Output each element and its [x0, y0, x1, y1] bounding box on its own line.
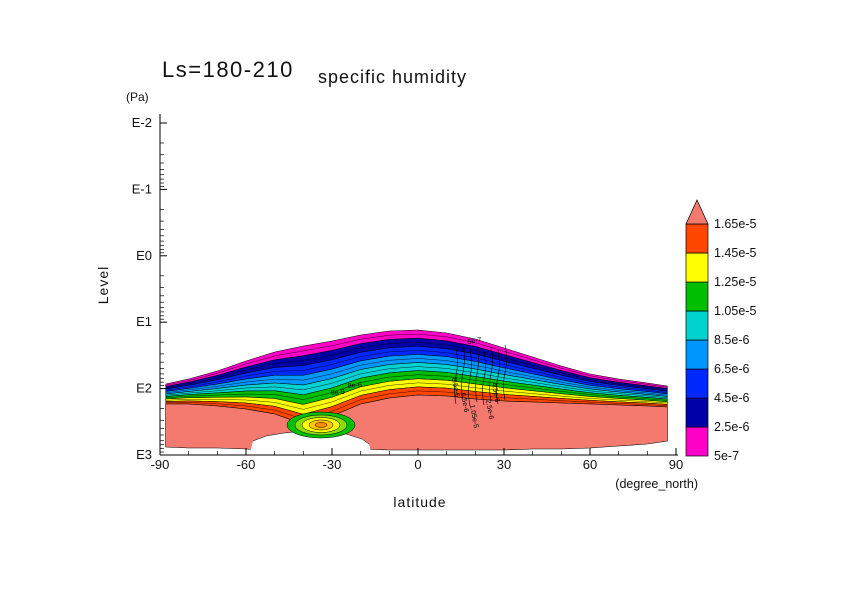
contour-bands	[165, 329, 668, 425]
colorbar-label: 5e-7	[714, 449, 739, 463]
x-axis-label: latitude	[393, 494, 446, 510]
svg-text:8e-6: 8e-6	[348, 382, 363, 390]
svg-text:90: 90	[669, 457, 683, 472]
svg-text:60: 60	[583, 457, 597, 472]
colorbar-label: 1.65e-5	[714, 217, 756, 231]
y-axis-label: Level	[95, 266, 111, 304]
x-axis-unit: (degree_north)	[615, 477, 698, 491]
svg-text:8.5e-6: 8.5e-6	[450, 377, 460, 398]
svg-text:E3: E3	[136, 447, 152, 462]
svg-text:E1: E1	[136, 314, 152, 329]
svg-text:-60: -60	[237, 457, 256, 472]
colorbar-over-arrow	[685, 199, 709, 225]
contour-inline-labels: 5e-7 8.5e-66.5e-6 4.5e-62.5e-6 1.05e-5 8e-66…	[331, 337, 501, 429]
svg-text:2.5e-6: 2.5e-6	[484, 399, 494, 420]
chart-title-sub: specific humidity	[318, 67, 468, 87]
svg-text:1.05e-5: 1.05e-5	[468, 404, 479, 429]
svg-text:-30: -30	[323, 457, 342, 472]
svg-text:-90: -90	[151, 457, 170, 472]
chart-title-main: Ls=180-210	[162, 57, 294, 82]
y-axis-unit: (Pa)	[126, 90, 149, 104]
colorbar-label: 2.5e-6	[714, 420, 749, 434]
svg-text:5e-7: 5e-7	[467, 337, 482, 346]
svg-text:4.5e-6: 4.5e-6	[490, 382, 500, 403]
svg-text:6.5e-6: 6.5e-6	[459, 392, 469, 413]
dense-contour-cluster	[454, 343, 507, 407]
colorbar-label: 8.5e-6	[714, 333, 749, 347]
colorbar-label: 1.25e-5	[714, 275, 756, 289]
axes: E-2 E-1 E0 E1 E2 E3-90 -60 -30 0 30 60 90 (Pa) Level l…	[95, 90, 698, 510]
colorbar-label: 1.45e-5	[714, 246, 756, 260]
colorbar-label: 6.5e-6	[714, 362, 749, 376]
bullseye-contours	[286, 411, 356, 439]
svg-text:0: 0	[414, 457, 421, 472]
svg-text:E-2: E-2	[132, 115, 152, 130]
svg-text:6e-6: 6e-6	[331, 389, 346, 397]
svg-text:E-1: E-1	[132, 181, 152, 196]
svg-text:E0: E0	[136, 248, 152, 263]
svg-text:30: 30	[497, 457, 511, 472]
svg-text:E2: E2	[136, 381, 152, 396]
colorbar-label: 4.5e-6	[714, 391, 749, 405]
colorbar-label: 1.05e-5	[714, 304, 756, 318]
colorbar: 5e-7 2.5e-6 4.5e-6 6.5e-6 8.5e-6 1.05e-5 1.25e…	[685, 199, 756, 463]
